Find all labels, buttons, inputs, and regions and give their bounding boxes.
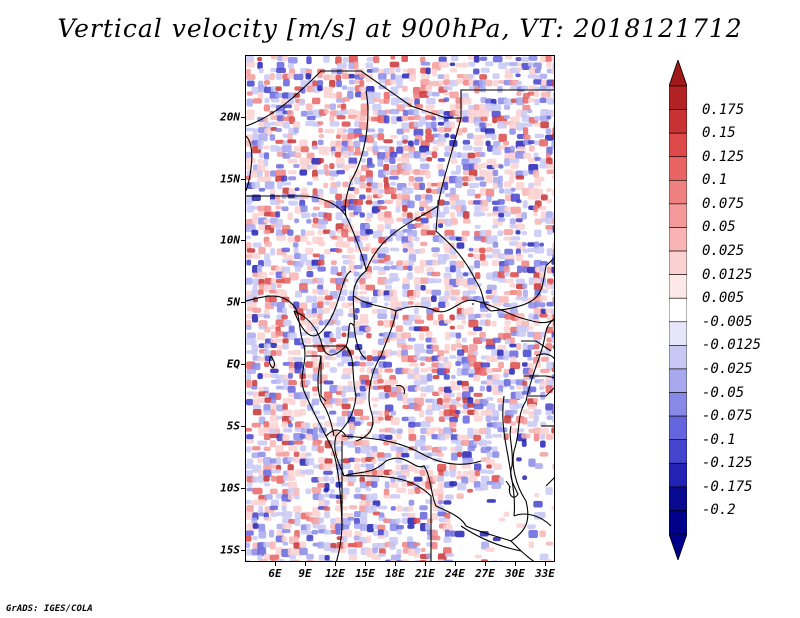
lon-label-18e: 18E	[385, 567, 405, 580]
colorbar-bin	[669, 250, 687, 275]
colorbar-bin	[669, 85, 687, 110]
lat-label-5s: 5S	[226, 419, 240, 433]
lon-tick	[515, 562, 516, 566]
lat-tick	[241, 425, 245, 427]
colorbar-bin	[669, 109, 687, 134]
colorbar-label: -0.175	[702, 478, 753, 495]
colorbar-bin	[669, 439, 687, 464]
colorbar-label: -0.1	[702, 431, 736, 448]
colorbar-label: -0.075	[702, 408, 753, 425]
colorbar-bin	[669, 368, 687, 393]
colorbar-label: 0.0125	[702, 266, 753, 283]
lat-label-10n: 10N	[220, 233, 240, 247]
colorbar-bin	[669, 180, 687, 205]
lon-label-30e: 30E	[505, 567, 525, 580]
lon-label-12e: 12E	[325, 567, 345, 580]
colorbar-bin	[669, 345, 687, 370]
colorbar-under-arrow	[669, 533, 687, 560]
lon-tick	[455, 562, 456, 566]
colorbar-label: 0.05	[702, 219, 736, 236]
lon-label-9e: 9E	[298, 567, 312, 580]
colorbar-bin	[669, 203, 687, 228]
lat-tick	[241, 302, 245, 304]
lat-label-5n: 5N	[226, 295, 240, 309]
lon-label-21e: 21E	[415, 567, 435, 580]
colorbar-label: -0.005	[702, 313, 753, 330]
colorbar-label: 0.175	[702, 101, 745, 118]
colorbar-label: 0.15	[702, 125, 736, 142]
colorbar-label: -0.125	[702, 455, 753, 472]
colorbar-label: 0.1	[702, 172, 728, 189]
lon-label-33e: 33E	[535, 567, 555, 580]
lon-tick	[275, 562, 276, 566]
colorbar-label: 0.075	[702, 195, 745, 212]
lon-label-15e: 15E	[355, 567, 375, 580]
colorbar-label: 0.025	[702, 243, 745, 260]
lat-label-15s: 15S	[220, 543, 240, 557]
colorbar-bin	[669, 274, 687, 299]
colorbar	[669, 60, 687, 560]
lat-label-10s: 10S	[220, 481, 240, 495]
grads-credit: GrADS: IGES/COLA	[6, 604, 93, 614]
lat-tick	[241, 178, 245, 180]
lat-tick	[241, 116, 245, 118]
colorbar-bin	[669, 462, 687, 488]
lon-tick	[485, 562, 486, 566]
colorbar-label: 0.005	[702, 290, 745, 307]
lon-label-27e: 27E	[475, 567, 495, 580]
lon-label-24e: 24E	[445, 567, 465, 580]
lat-tick	[241, 240, 245, 242]
country-borders	[246, 70, 554, 561]
map-panel	[245, 55, 555, 562]
colorbar-bin	[669, 321, 687, 346]
colorbar-bin	[669, 297, 687, 323]
colorbar-over-arrow	[669, 60, 687, 87]
lat-label-15n: 15N	[220, 172, 240, 186]
colorbar-bin	[669, 392, 687, 417]
colorbar-label: 0.125	[702, 148, 745, 165]
lat-tick	[241, 549, 245, 551]
lon-tick	[425, 562, 426, 566]
lon-tick	[395, 562, 396, 566]
colorbar-label: -0.2	[702, 502, 736, 519]
velocity-field	[246, 56, 554, 561]
colorbar-label: -0.05	[702, 384, 745, 401]
colorbar-bin	[669, 486, 687, 511]
lon-tick	[365, 562, 366, 566]
colorbar-bin	[669, 510, 687, 535]
lon-tick	[305, 562, 306, 566]
lat-label-20n: 20N	[220, 110, 240, 124]
lat-label-eq: EQ	[226, 357, 240, 371]
colorbar-bin	[669, 227, 687, 252]
colorbar-bin	[669, 156, 687, 181]
lat-tick	[241, 487, 245, 489]
lon-label-6e: 6E	[268, 567, 282, 580]
lat-tick	[241, 364, 245, 366]
chart-title: Vertical velocity [m/s] at 900hPa, VT: 2…	[57, 14, 743, 43]
lon-tick	[545, 562, 546, 566]
colorbar-label: -0.0125	[702, 337, 762, 354]
colorbar-bin	[669, 132, 687, 158]
colorbar-label: -0.025	[702, 360, 753, 377]
colorbar-bin	[669, 415, 687, 440]
lon-tick	[335, 562, 336, 566]
vertical-velocity-map	[246, 56, 554, 561]
